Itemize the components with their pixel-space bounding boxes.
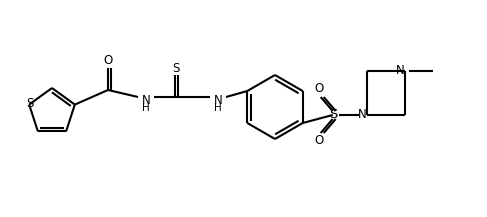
Text: S: S (330, 108, 338, 122)
Text: O: O (314, 82, 323, 95)
Text: N: N (396, 64, 405, 77)
Text: S: S (172, 61, 180, 74)
Text: O: O (314, 135, 323, 148)
Text: H: H (142, 103, 150, 113)
Text: N: N (358, 108, 367, 122)
Text: H: H (214, 103, 222, 113)
Text: N: N (142, 94, 150, 107)
Text: S: S (26, 97, 34, 110)
Text: O: O (103, 54, 112, 67)
Text: N: N (214, 94, 223, 107)
